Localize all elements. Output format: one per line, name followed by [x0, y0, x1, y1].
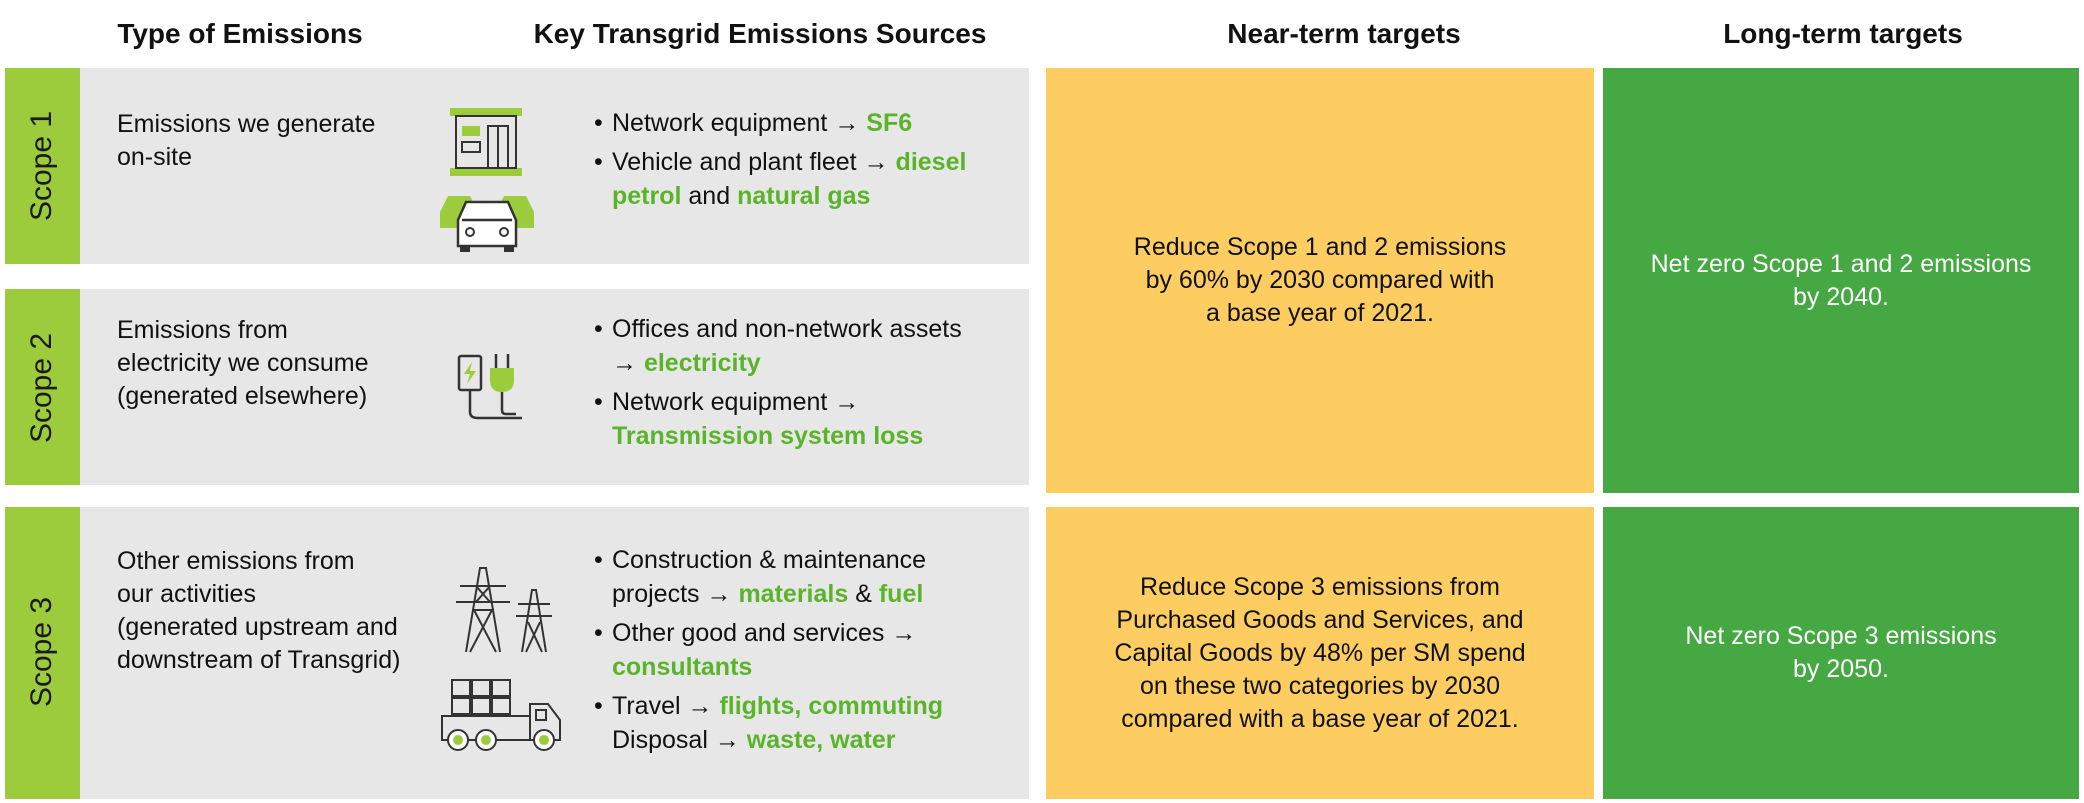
- scope-3-type-description: Other emissions from our activities (gen…: [117, 547, 401, 674]
- source-item: Construction & maintenance projects → ma…: [592, 543, 943, 611]
- scope-1-tab: [5, 68, 80, 264]
- header-near-term-targets: Near-term targets: [1227, 18, 1461, 49]
- source-item: Network equipment → Transmission system …: [592, 385, 962, 453]
- source-item: Travel → flights, commuting Disposal → w…: [592, 689, 943, 757]
- scope-2-type-description: Emissions from electricity we consume (g…: [117, 316, 369, 410]
- arrow-icon: →: [834, 388, 860, 416]
- arrow-icon: →: [834, 109, 860, 137]
- source-item: Offices and non-network assets → electri…: [592, 312, 962, 380]
- near-term-target-scope-3: Reduce Scope 3 emissions from Purchased …: [1046, 507, 1594, 799]
- truck-icon: [441, 679, 561, 751]
- arrow-icon: →: [863, 148, 889, 176]
- header-key-sources: Key Transgrid Emissions Sources: [533, 18, 987, 49]
- building-icon: [450, 108, 522, 176]
- long-term-target-scope-1-2: Net zero Scope 1 and 2 emissions by 2040…: [1603, 68, 2079, 493]
- scope-3-sources: Construction & maintenance projects → ma…: [592, 543, 943, 762]
- transmission-tower-icon: [456, 567, 552, 653]
- source-item: Network equipment → SF6: [592, 106, 966, 140]
- car-fleet-icon: [440, 196, 534, 252]
- source-item: Other good and services → consultants: [592, 616, 943, 684]
- ev-charger-icon: [457, 354, 522, 420]
- source-item: Vehicle and plant fleet → diesel petrol …: [592, 145, 966, 213]
- long-term-target-scope-3: Net zero Scope 3 emissions by 2050.: [1603, 507, 2079, 799]
- scope-2-label: Scope 2: [25, 332, 58, 444]
- scope-1-sources: Network equipment → SF6 Vehicle and plan…: [592, 106, 966, 218]
- arrow-icon: →: [714, 726, 740, 754]
- header-long-term-targets: Long-term targets: [1723, 18, 1963, 49]
- scope-2-sources: Offices and non-network assets → electri…: [592, 312, 962, 458]
- near-term-target-scope-1-2: Reduce Scope 1 and 2 emissions by 60% by…: [1046, 68, 1594, 493]
- header-type-of-emissions: Type of Emissions: [117, 18, 363, 49]
- scope-3-tab: [5, 507, 80, 799]
- scope-1-type-description: Emissions we generate on-site: [117, 110, 376, 171]
- scope-2-tab: [5, 289, 80, 485]
- scope-3-label: Scope 3: [25, 596, 58, 708]
- scope-1-label: Scope 1: [25, 110, 58, 222]
- arrow-icon: →: [706, 580, 732, 608]
- arrow-icon: →: [687, 692, 713, 720]
- arrow-icon: →: [612, 349, 637, 377]
- arrow-icon: →: [891, 619, 917, 647]
